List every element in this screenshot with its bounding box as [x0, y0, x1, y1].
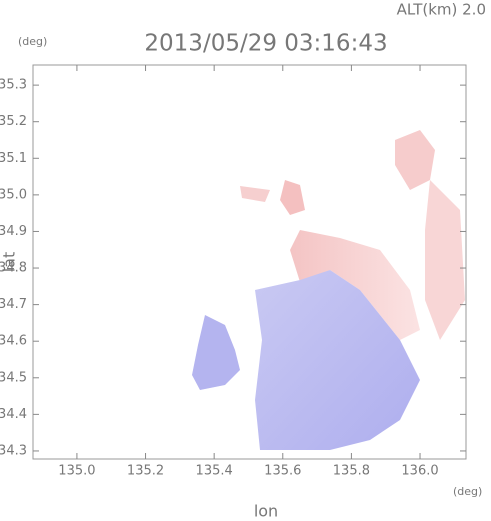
x-tick-label: 135.0 — [58, 464, 95, 479]
y-tick-label: 34.5 — [0, 370, 27, 385]
y-tick-label: 35.1 — [0, 151, 27, 166]
x-tick-label: 135.6 — [264, 464, 301, 479]
radar-echo — [192, 130, 465, 450]
y-tick-label: 35.2 — [0, 114, 27, 129]
plot-frame — [32, 64, 467, 460]
y-tick-label: 34.9 — [0, 224, 27, 239]
y-axis-label: lat — [0, 252, 19, 273]
y-tick-label: 34.6 — [0, 334, 27, 349]
y-unit: (deg) — [18, 35, 47, 48]
y-tick-label: 35.0 — [0, 187, 27, 202]
x-tick-label: 135.4 — [196, 464, 233, 479]
x-tick-label: 135.8 — [333, 464, 370, 479]
y-tick-label: 34.3 — [0, 443, 27, 458]
x-unit: (deg) — [453, 485, 482, 498]
y-tick-label: 34.7 — [0, 297, 27, 312]
chart-title: 2013/05/29 03:16:43 — [144, 31, 387, 57]
y-tick-label: 34.8 — [0, 261, 27, 276]
x-tick-label: 135.2 — [127, 464, 164, 479]
y-tick-label: 34.4 — [0, 407, 27, 422]
x-tick-label: 136.0 — [401, 464, 438, 479]
subtitle: ALT(km) 2.0 — [397, 1, 486, 19]
y-tick-label: 35.3 — [0, 78, 27, 93]
x-axis-label: lon — [254, 502, 278, 521]
